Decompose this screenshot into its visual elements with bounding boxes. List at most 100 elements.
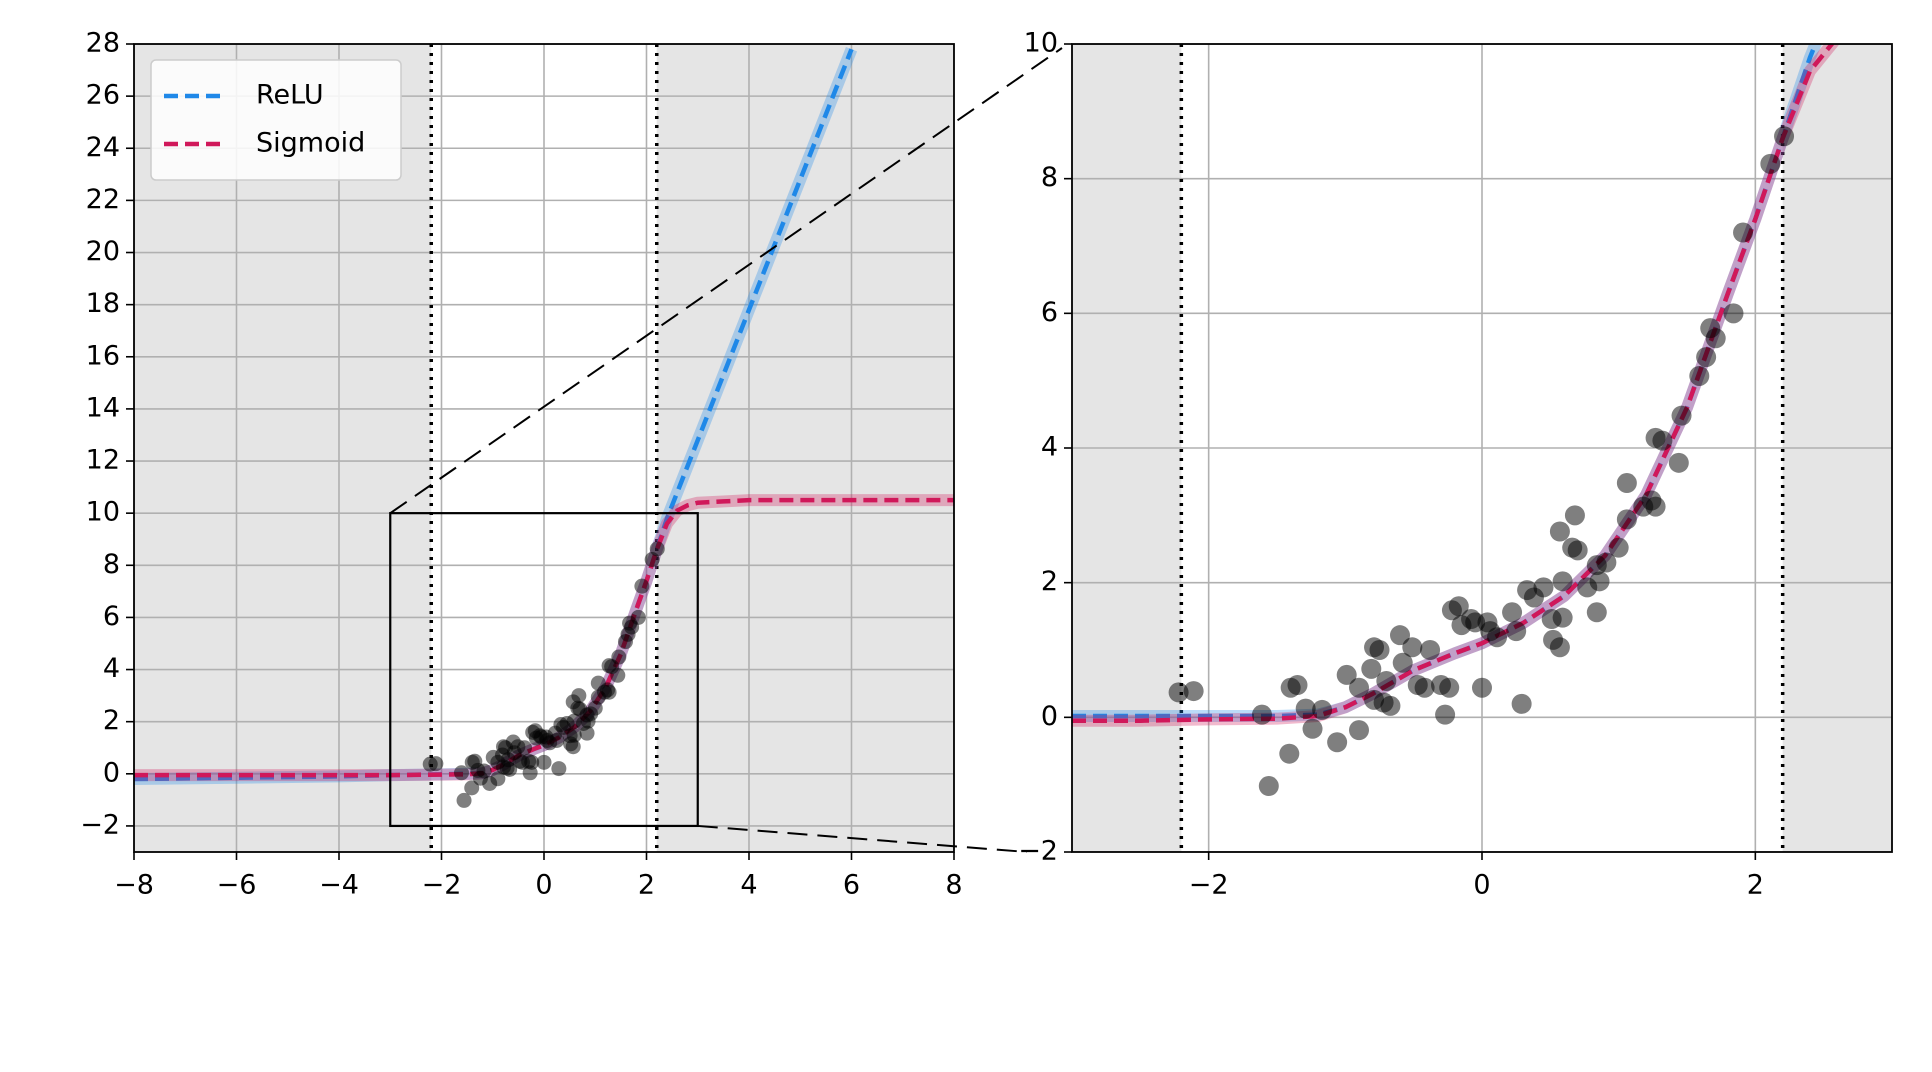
x-tick-label: −2 bbox=[1189, 870, 1229, 901]
data-point bbox=[630, 609, 646, 625]
data-point bbox=[1549, 521, 1570, 542]
data-point bbox=[1390, 625, 1410, 646]
data-point bbox=[610, 667, 626, 683]
legend-label: ReLU bbox=[256, 80, 324, 111]
data-point bbox=[601, 684, 617, 700]
zoom-connector bbox=[697, 824, 1028, 853]
data-point bbox=[476, 763, 492, 779]
data-point bbox=[1696, 347, 1717, 368]
data-point bbox=[1380, 695, 1401, 716]
x-tick-label: −8 bbox=[114, 870, 154, 901]
data-point bbox=[1689, 365, 1710, 386]
data-point bbox=[649, 541, 665, 557]
zoom-box bbox=[389, 512, 699, 828]
data-point bbox=[1349, 720, 1369, 741]
data-point bbox=[1251, 704, 1272, 725]
data-point bbox=[1511, 693, 1532, 714]
data-point bbox=[1279, 743, 1300, 764]
data-point bbox=[524, 754, 540, 770]
y-tick-label: 12 bbox=[86, 445, 120, 476]
data-point bbox=[1402, 637, 1423, 658]
data-point bbox=[634, 578, 650, 594]
data-point bbox=[579, 725, 595, 741]
data-point bbox=[1645, 496, 1666, 517]
y-tick-label: 18 bbox=[86, 288, 120, 319]
y-tick-label: 6 bbox=[103, 601, 120, 632]
data-point bbox=[1733, 222, 1754, 243]
legend-label: Sigmoid bbox=[256, 128, 365, 159]
data-point bbox=[1552, 607, 1573, 628]
data-point bbox=[490, 771, 506, 787]
data-point bbox=[1487, 627, 1508, 648]
y-tick-label: 2 bbox=[1041, 566, 1058, 597]
y-tick-label: 10 bbox=[1024, 28, 1058, 59]
plot-area bbox=[1072, 44, 1892, 852]
x-tick-label: 2 bbox=[638, 870, 655, 901]
data-point bbox=[1502, 602, 1523, 623]
data-point bbox=[1472, 677, 1492, 698]
data-point bbox=[1533, 577, 1554, 598]
y-tick-label: 8 bbox=[103, 549, 120, 580]
data-point bbox=[611, 649, 627, 665]
shaded-region bbox=[656, 44, 954, 852]
data-point bbox=[1287, 675, 1308, 696]
data-point bbox=[456, 792, 472, 808]
zoom-connector bbox=[389, 47, 1063, 514]
data-point bbox=[1312, 699, 1333, 720]
data-point bbox=[549, 732, 565, 748]
data-point bbox=[565, 739, 581, 755]
y-tick-label: 6 bbox=[1041, 297, 1058, 328]
data-point bbox=[1549, 637, 1570, 658]
y-tick-label: 14 bbox=[86, 392, 120, 423]
x-tick-label: −2 bbox=[422, 870, 462, 901]
x-tick-label: −4 bbox=[319, 870, 359, 901]
data-point bbox=[1376, 670, 1397, 691]
fit-line bbox=[1072, 44, 1835, 723]
y-tick-label: 0 bbox=[1041, 701, 1058, 732]
y-tick-label: 20 bbox=[86, 236, 120, 267]
y-tick-label: 4 bbox=[1041, 432, 1058, 463]
x-tick-label: 2 bbox=[1747, 870, 1764, 901]
data-point bbox=[1302, 718, 1323, 739]
data-point bbox=[1589, 571, 1610, 592]
y-tick-label: 2 bbox=[103, 705, 120, 736]
data-point bbox=[1705, 328, 1726, 349]
data-point bbox=[1760, 153, 1781, 174]
data-point bbox=[1552, 571, 1573, 592]
x-tick-label: 8 bbox=[945, 870, 962, 901]
data-point bbox=[453, 765, 469, 781]
data-point bbox=[1671, 405, 1692, 426]
y-tick-label: −2 bbox=[1018, 836, 1058, 867]
y-tick-label: 10 bbox=[86, 497, 120, 528]
data-point bbox=[1608, 537, 1629, 558]
y-tick-label: 24 bbox=[86, 132, 120, 163]
data-point bbox=[571, 688, 587, 704]
y-tick-label: −2 bbox=[80, 809, 120, 840]
data-point bbox=[1258, 776, 1279, 797]
data-point bbox=[1435, 704, 1456, 725]
data-point bbox=[1668, 452, 1689, 473]
x-tick-label: 0 bbox=[1473, 870, 1490, 901]
data-point bbox=[1414, 677, 1435, 698]
y-tick-label: 16 bbox=[86, 340, 120, 371]
data-point bbox=[1586, 602, 1607, 623]
data-point bbox=[1652, 430, 1673, 451]
data-point bbox=[1774, 126, 1795, 147]
data-point bbox=[464, 780, 480, 796]
data-point bbox=[566, 727, 582, 743]
y-tick-label: 22 bbox=[86, 184, 120, 215]
data-point bbox=[1420, 640, 1441, 660]
data-point bbox=[1567, 540, 1588, 561]
x-tick-label: 4 bbox=[740, 870, 757, 901]
data-point bbox=[1327, 732, 1348, 753]
x-tick-label: 0 bbox=[535, 870, 552, 901]
y-tick-label: 26 bbox=[86, 80, 120, 111]
data-point bbox=[1564, 505, 1585, 526]
data-point bbox=[1392, 652, 1413, 673]
data-point bbox=[1336, 664, 1357, 685]
data-point bbox=[1168, 682, 1189, 703]
data-point bbox=[1183, 681, 1204, 702]
data-point bbox=[1369, 640, 1390, 660]
